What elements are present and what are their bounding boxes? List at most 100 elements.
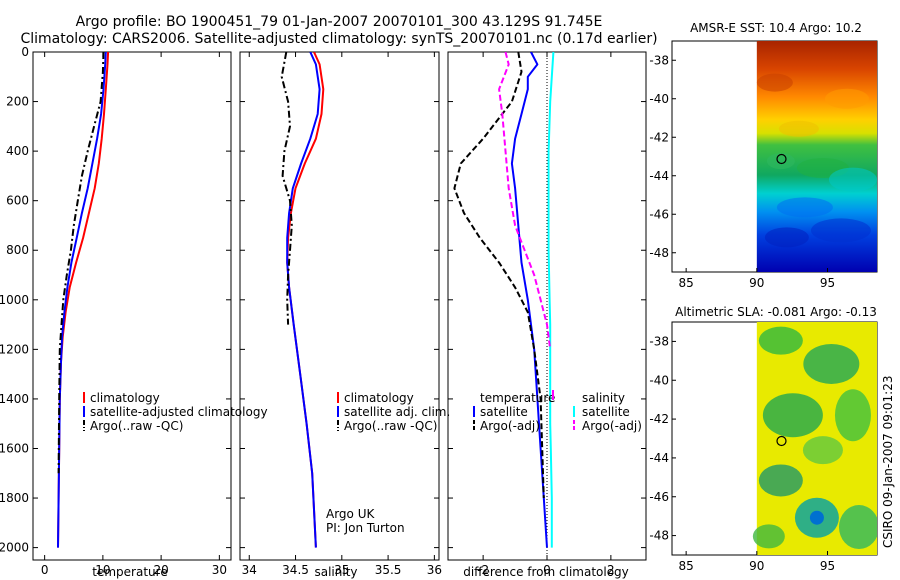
legend-label-argo: Argo(..raw -QC) [90, 419, 183, 433]
x-tick-label: 34 [242, 563, 257, 577]
legend-label-sal-satellite: satellite [582, 405, 630, 419]
sst-texture [764, 227, 809, 248]
legend-label-climatology: climatology [344, 391, 414, 405]
x-tick-label: 34.5 [282, 563, 309, 577]
sla-texture [809, 510, 824, 525]
sla-texture [802, 436, 843, 465]
y-tick-label: 1800 [0, 491, 29, 505]
sst-map-title: AMSR-E SST: 10.4 Argo: 10.2 [690, 21, 862, 35]
y-tick-label: 0 [21, 45, 29, 59]
legend-title-salinity: salinity [582, 391, 625, 405]
legend-label-argo: Argo(..raw -QC) [344, 419, 437, 433]
series-satellite-adj-clim- [286, 52, 321, 548]
map-y-tick-label: -48 [649, 246, 669, 260]
x-tick-label: 20 [153, 563, 168, 577]
sst-texture [756, 73, 793, 92]
map-x-tick-label: 95 [820, 559, 835, 573]
map-x-tick-label: 90 [749, 559, 764, 573]
legend-label-satellite: satellite adj. clim. [344, 405, 450, 419]
argo-float-marker [776, 153, 787, 165]
sst-texture [776, 197, 833, 218]
salinity-plot: 34 34.5 35 35.5 36 [240, 51, 442, 577]
y-tick-label: 1000 [0, 293, 29, 307]
map-y-tick-label: -38 [649, 334, 669, 348]
difference-panel-frame [447, 51, 647, 561]
y-tick-label: 1600 [0, 441, 29, 455]
map-y-tick-label: -42 [649, 130, 669, 144]
sla-texture [758, 464, 803, 497]
x-tick-label: -2 [477, 563, 489, 577]
map-x-tick-label: 85 [678, 276, 693, 290]
map-y-tick-label: -40 [649, 92, 669, 106]
sst-texture [828, 167, 877, 192]
credit-pi: PI: Jon Turton [326, 521, 405, 535]
temperature-axis-label: temperature [92, 565, 167, 579]
x-tick-label: 36 [427, 563, 442, 577]
legend-title-temperature: temperature [480, 391, 555, 405]
y-tick-label: 400 [6, 144, 29, 158]
series-temperature-argo-adj- [453, 52, 545, 499]
series-argo-raw-qc- [280, 52, 293, 325]
sla-texture [834, 389, 871, 442]
credit-stamp: CSIRO 09-Jan-2007 09:01:23 [881, 376, 895, 548]
x-tick-label: 0 [543, 563, 551, 577]
difference-series-group [453, 52, 555, 548]
y-tick-label: 800 [6, 243, 29, 257]
salinity-legend: climatology satellite adj. clim. Argo(..… [337, 391, 450, 433]
map-y-tick-label: -48 [649, 529, 669, 543]
series-temperature-satellite [510, 52, 548, 548]
temperature-plot: 0 10 20 30 0 200 400 600 800 1000 1200 1400 1600 1800… [0, 45, 231, 577]
temperature-legend: climatology satellite-adjusted climatolo… [83, 391, 268, 433]
difference-plot: -2 0 2 [448, 51, 646, 577]
map-y-tick-label: -44 [649, 169, 669, 183]
x-tick-label: 30 [212, 563, 227, 577]
map-x-tick-label: 85 [678, 559, 693, 573]
legend-label-temp-satellite: satellite [480, 405, 528, 419]
argo-float-marker [776, 435, 787, 447]
map-y-tick-label: -46 [649, 207, 669, 221]
figure-title-line2: Climatology: CARS2006. Satellite-adjuste… [20, 31, 657, 47]
map-y-tick-label: -44 [649, 451, 669, 465]
y-tick-label: 600 [6, 194, 29, 208]
series-salinity-satellite [547, 52, 555, 548]
sst-texture [778, 120, 819, 137]
legend-label-sal-argo: Argo(-adj) [582, 419, 642, 433]
credit-org: Argo UK [326, 507, 375, 521]
temperature-series-group [57, 52, 110, 548]
map-y-tick-label: -46 [649, 490, 669, 504]
sst-texture [766, 153, 795, 170]
map-y-tick-label: -38 [649, 53, 669, 67]
sst-texture [824, 88, 869, 109]
sla-map-title: Altimetric SLA: -0.081 Argo: -0.13 [675, 305, 877, 319]
x-tick-label: 0 [41, 563, 49, 577]
sst-texture [810, 218, 871, 243]
sla-texture [762, 393, 823, 438]
sla-field [752, 322, 877, 555]
map-x-tick-label: 90 [749, 276, 764, 290]
y-tick-label: 1400 [0, 392, 29, 406]
figure-title-line1: Argo profile: BO 1900451_79 01-Jan-2007 … [76, 14, 603, 30]
sla-texture [758, 326, 803, 355]
sla-texture [838, 505, 877, 550]
x-tick-label: 10 [95, 563, 110, 577]
y-tick-label: 200 [6, 95, 29, 109]
sst-field [756, 41, 877, 272]
series-satellite-adjusted-climatology [57, 52, 107, 548]
salinity-axis-label: salinity [314, 565, 357, 579]
sla-texture [752, 524, 785, 549]
x-tick-label: 2 [607, 563, 615, 577]
sla-texture [803, 343, 860, 384]
series-argo-raw-qc- [57, 52, 105, 474]
y-tick-label: 1200 [0, 342, 29, 356]
salinity-series-group [280, 52, 325, 548]
x-tick-label: 35.5 [375, 563, 402, 577]
map-y-tick-label: -40 [649, 373, 669, 387]
y-tick-label: 2000 [0, 541, 29, 555]
difference-legend: temperature satellite Argo(-adj) salinit… [473, 390, 642, 433]
legend-label-temp-argo: Argo(-adj) [480, 419, 540, 433]
map-y-tick-label: -42 [649, 412, 669, 426]
x-tick-label: 35 [334, 563, 349, 577]
legend-label-climatology: climatology [90, 391, 160, 405]
